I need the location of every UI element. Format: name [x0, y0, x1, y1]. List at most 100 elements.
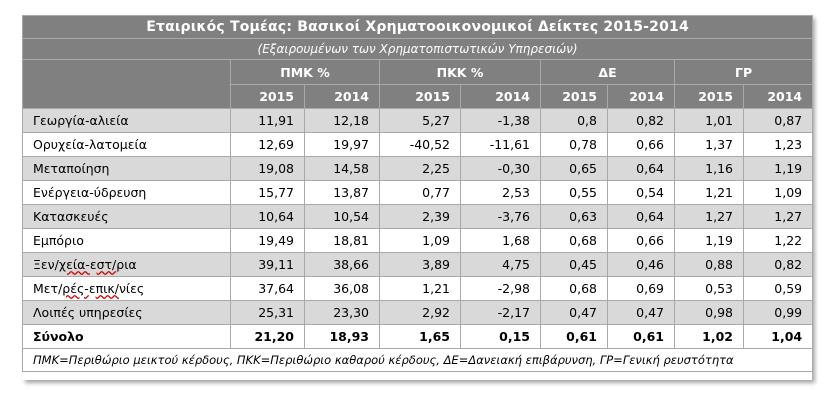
value-cell: 0,68: [540, 228, 608, 253]
sector-label: Λοιπές υπηρεσίες: [22, 300, 231, 325]
value-cell: 1,22: [742, 228, 814, 253]
value-cell: 13,87: [304, 180, 380, 205]
value-cell: 2,92: [379, 300, 461, 325]
value-cell: 36,08: [304, 276, 380, 301]
value-cell: 0,64: [607, 204, 675, 229]
sector-label: Ξεν/χεία-εστ/ρια: [22, 252, 231, 277]
value-cell: 19,97: [304, 132, 380, 157]
total-value-cell: 18,93: [304, 324, 380, 349]
table-row: Μεταποίηση 19,08 14,58 2,25 -0,30 0,65 0,64 1,1…: [22, 156, 814, 181]
value-cell: 39,11: [230, 252, 305, 277]
value-cell: 0,8: [540, 108, 608, 133]
value-cell: 0,88: [674, 252, 744, 277]
value-cell: 25,31: [230, 300, 305, 325]
value-cell: 11,91: [230, 108, 305, 133]
value-cell: 14,58: [304, 156, 380, 181]
value-cell: 1,37: [674, 132, 744, 157]
value-cell: 0,65: [540, 156, 608, 181]
total-value-cell: 0,61: [540, 324, 608, 349]
value-cell: 2,39: [379, 204, 461, 229]
sector-label: Ενέργεια-ύδρευση: [22, 180, 231, 205]
table-row: Ορυχεία-λατομεία 12,69 19,97 -40,52 -11,61 0,…: [22, 132, 814, 157]
value-cell: 0,63: [540, 204, 608, 229]
value-cell: 4,75: [460, 252, 541, 277]
table-row: Ξεν/χεία-εστ/ρια 39,11 38,66 3,89 4,75 0,45 0,…: [22, 252, 814, 277]
table-row: Κατασκευές 10,64 10,54 2,39 -3,76 0,63 0,64 1,2…: [22, 204, 814, 229]
value-cell: 0,66: [607, 228, 675, 253]
total-value-cell: 0,61: [607, 324, 675, 349]
table-row: Μετ/ρές-επικ/νίες 37,64 36,08 1,21 -2,98 0,68…: [22, 276, 814, 301]
value-cell: -1,38: [460, 108, 541, 133]
indicators-table-frame: Εταιρικός Τομέας: Βασικοί Χρηματοοικονομ…: [21, 15, 814, 380]
group-header-gr: ΓΡ: [673, 59, 814, 85]
value-cell: 38,66: [304, 252, 380, 277]
value-cell: 37,64: [230, 276, 305, 301]
value-cell: 1,21: [674, 180, 744, 205]
total-label: Σύνολο: [22, 324, 231, 349]
year-header: 2014: [607, 84, 675, 109]
total-value-cell: 21,20: [230, 324, 305, 349]
footnote: ΠΜΚ=Περιθώριο μεικτού κέρδους, ΠΚΚ=Περιθ…: [21, 348, 814, 372]
value-cell: 1,68: [460, 228, 541, 253]
value-cell: 0,99: [742, 300, 814, 325]
value-cell: 0,66: [607, 132, 675, 157]
value-cell: 1,01: [674, 108, 744, 133]
sector-label: Ορυχεία-λατομεία: [22, 132, 231, 157]
year-header: 2014: [742, 84, 814, 109]
year-header: 2015: [379, 84, 461, 109]
year-header: 2014: [304, 84, 380, 109]
value-cell: -0,30: [460, 156, 541, 181]
year-header: 2015: [230, 84, 305, 109]
value-cell: 1,09: [379, 228, 461, 253]
value-cell: 1,27: [742, 204, 814, 229]
sector-label: Γεωργία-αλιεία: [22, 108, 231, 133]
group-header-pmk: ΠΜΚ %: [230, 59, 380, 85]
value-cell: 1,23: [742, 132, 814, 157]
table-subtitle: (Εξαιρουμένων των Χρηματοπιστωτικών Υπηρ…: [21, 38, 814, 60]
year-header: 2014: [460, 84, 541, 109]
value-cell: 15,77: [230, 180, 305, 205]
value-cell: 0,68: [540, 276, 608, 301]
value-cell: 3,89: [379, 252, 461, 277]
value-cell: 0,87: [742, 108, 814, 133]
value-cell: 0,77: [379, 180, 461, 205]
value-cell: 0,98: [674, 300, 744, 325]
year-header: 2015: [540, 84, 608, 109]
value-cell: 0,53: [674, 276, 744, 301]
value-cell: 12,18: [304, 108, 380, 133]
value-cell: -40,52: [379, 132, 461, 157]
value-cell: 1,16: [674, 156, 744, 181]
value-cell: 0,69: [607, 276, 675, 301]
year-header: 2015: [674, 84, 744, 109]
value-cell: -2,98: [460, 276, 541, 301]
value-cell: 18,81: [304, 228, 380, 253]
table-title: Εταιρικός Τομέας: Βασικοί Χρηματοοικονομ…: [21, 15, 814, 39]
total-value-cell: 1,02: [674, 324, 744, 349]
value-cell: 19,49: [230, 228, 305, 253]
value-cell: 0,45: [540, 252, 608, 277]
value-cell: 2,25: [379, 156, 461, 181]
value-cell: 1,19: [742, 156, 814, 181]
value-cell: 1,19: [674, 228, 744, 253]
table-row: Λοιπές υπηρεσίες 25,31 23,30 2,92 -2,17 0,47 0…: [22, 300, 814, 325]
sector-header-blank: [22, 59, 231, 109]
sector-label: Κατασκευές: [22, 204, 231, 229]
value-cell: 0,78: [540, 132, 608, 157]
group-header-de: ΔΕ: [540, 59, 675, 85]
table-row: Γεωργία-αλιεία 11,91 12,18 5,27 -1,38 0,8 0,82…: [22, 108, 814, 133]
value-cell: 1,21: [379, 276, 461, 301]
value-cell: -3,76: [460, 204, 541, 229]
value-cell: 1,09: [742, 180, 814, 205]
table-row: Ενέργεια-ύδρευση 15,77 13,87 0,77 2,53 0,55 0,…: [22, 180, 814, 205]
value-cell: 2,53: [460, 180, 541, 205]
value-cell: 1,27: [674, 204, 744, 229]
value-cell: 0,47: [540, 300, 608, 325]
value-cell: 0,64: [607, 156, 675, 181]
value-cell: 0,59: [742, 276, 814, 301]
value-cell: 19,08: [230, 156, 305, 181]
value-cell: 5,27: [379, 108, 461, 133]
value-cell: 12,69: [230, 132, 305, 157]
total-value-cell: 1,65: [379, 324, 461, 349]
value-cell: 0,82: [742, 252, 814, 277]
value-cell: -11,61: [460, 132, 541, 157]
